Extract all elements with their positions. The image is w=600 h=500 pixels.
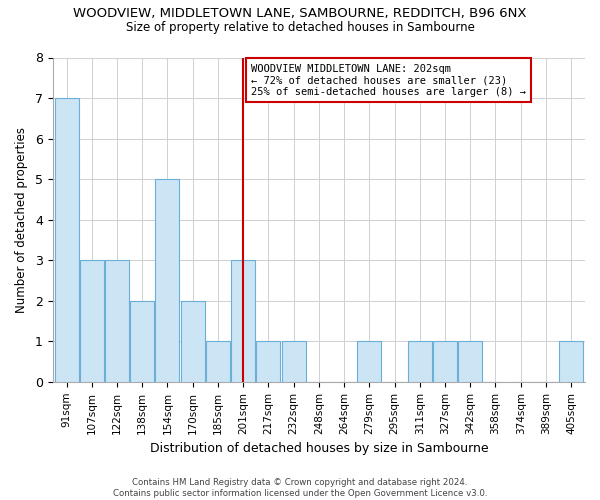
Text: WOODVIEW, MIDDLETOWN LANE, SAMBOURNE, REDDITCH, B96 6NX: WOODVIEW, MIDDLETOWN LANE, SAMBOURNE, RE…	[73, 8, 527, 20]
Bar	[559, 342, 583, 382]
Bar	[433, 342, 457, 382]
Bar	[231, 260, 255, 382]
X-axis label: Distribution of detached houses by size in Sambourne: Distribution of detached houses by size …	[149, 442, 488, 455]
Bar	[256, 342, 280, 382]
Y-axis label: Number of detached properties: Number of detached properties	[15, 126, 28, 312]
Text: Size of property relative to detached houses in Sambourne: Size of property relative to detached ho…	[125, 21, 475, 34]
Bar	[55, 98, 79, 382]
Bar	[408, 342, 432, 382]
Bar	[155, 179, 179, 382]
Bar	[181, 300, 205, 382]
Bar	[458, 342, 482, 382]
Text: Contains HM Land Registry data © Crown copyright and database right 2024.
Contai: Contains HM Land Registry data © Crown c…	[113, 478, 487, 498]
Bar	[105, 260, 129, 382]
Bar	[358, 342, 381, 382]
Bar	[130, 300, 154, 382]
Bar	[281, 342, 305, 382]
Text: WOODVIEW MIDDLETOWN LANE: 202sqm
← 72% of detached houses are smaller (23)
25% o: WOODVIEW MIDDLETOWN LANE: 202sqm ← 72% o…	[251, 64, 526, 97]
Bar	[80, 260, 104, 382]
Bar	[206, 342, 230, 382]
